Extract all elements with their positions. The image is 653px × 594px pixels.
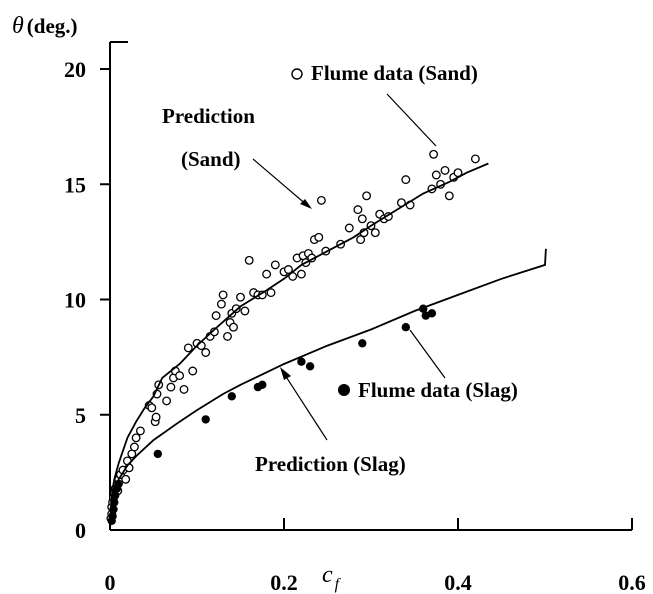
flume-data-sand-point (240, 306, 250, 316)
flume-data-sand-point (344, 223, 354, 233)
x-axis-subscript: f (335, 576, 342, 593)
annotation-prediction-slag-arrow (282, 371, 328, 441)
annotation-prediction-sand-arrow (252, 158, 309, 207)
annotation-prediction-sand-label: Prediction (162, 104, 255, 128)
flume-data-sand-point (188, 366, 198, 376)
flume-data-sand-point (314, 232, 324, 242)
flume-data-sand-point (147, 403, 157, 413)
flume-data-sand-point (175, 371, 185, 381)
flume-data-slag-point (201, 415, 210, 424)
annotation-prediction-slag: Prediction (Slag) (255, 367, 406, 476)
flume-data-sand-point (166, 382, 176, 392)
flume-data-sand-point (162, 396, 172, 406)
flume-data-sand-point (129, 442, 139, 452)
flume-data-slag-point (401, 323, 410, 332)
annotation-flume-slag: Flume data (Slag) (338, 329, 518, 402)
annotation-prediction-slag-arrowhead (280, 367, 291, 380)
flume-data-sand-point (356, 235, 366, 245)
flume-data-sand-point (179, 384, 189, 394)
flume-data-sand-point (283, 265, 293, 274)
flume-data-sand-point (362, 191, 372, 201)
annotation-flume-slag-leader (409, 329, 446, 379)
y-tick-label: 15 (64, 172, 86, 197)
flume-data-sand-point (401, 175, 411, 185)
annotation-flume-sand-leader (386, 93, 437, 147)
flume-data-sand-point (262, 269, 272, 279)
flume-data-sand-point (236, 292, 245, 302)
flume-data-sand-point (229, 322, 238, 332)
flume-data-sand-point (231, 304, 241, 314)
flume-data-sand-point (201, 348, 211, 357)
flume-data-sand-point (429, 149, 439, 159)
y-tick-label: 10 (64, 288, 86, 313)
y-axis-label: θ (deg.) (12, 13, 78, 39)
y-tick-label: 5 (75, 403, 86, 428)
prediction-slag-curve (109, 248, 547, 531)
flume-data-sand-point (131, 433, 141, 443)
flume-data-sand-point (266, 288, 276, 298)
annotation-flume-slag-label: Flume data (Slag) (358, 378, 518, 402)
flume-data-sand-point (216, 299, 226, 309)
flume-data-sand-point (431, 170, 441, 180)
y-ticks: 0 5 10 15 20 (64, 57, 110, 543)
flume-data-slag-point (358, 339, 367, 348)
flume-data-sand-point (444, 191, 454, 201)
annotation-filled-circle-marker (338, 384, 350, 396)
x-tick-label: 0 (105, 570, 116, 594)
flume-data-slag-point (153, 449, 162, 459)
y-axis-unit: (deg.) (27, 14, 78, 38)
annotation-flume-sand: Flume data (Sand) (291, 61, 478, 147)
flume-data-sand-point (183, 343, 193, 353)
flume-data-slag-point (258, 380, 267, 389)
flume-data-sand-point (370, 228, 380, 238)
x-axis-symbol: c (322, 562, 333, 588)
flume-data-sand-point (151, 412, 161, 422)
flume-data-sand-point (470, 154, 480, 164)
flume-data-sand-point (296, 269, 306, 279)
flume-data-sand-point (353, 205, 363, 215)
flume-data-sand-point (218, 290, 228, 300)
flume-data-sand-point (440, 165, 450, 175)
y-tick-label: 20 (64, 57, 86, 82)
annotation-prediction-sand-label-2: (Sand) (181, 147, 241, 171)
flume-data-slag-point (305, 362, 315, 371)
x-tick-label: 0.4 (444, 570, 472, 594)
flume-data-slag-point (297, 357, 306, 366)
flume-data-sand-point (244, 255, 254, 265)
flume-data-sand-point (270, 260, 280, 270)
annotation-open-circle-marker (291, 68, 303, 80)
y-tick-label: 0 (75, 518, 86, 543)
annotation-flume-sand-label: Flume data (Sand) (311, 61, 478, 85)
flume-data-sand-point (223, 331, 232, 341)
prediction-sand-curve (109, 162, 489, 531)
flume-data-slag-point (427, 309, 437, 318)
x-ticks: 0 0.2 0.4 0.6 (105, 518, 646, 594)
flume-data-sand-point (121, 474, 131, 484)
x-tick-label: 0.2 (270, 570, 298, 594)
x-tick-label: 0.6 (618, 570, 646, 594)
annotation-prediction-sand: Prediction (Sand) (162, 104, 312, 209)
annotation-prediction-sand-arrowhead (300, 199, 312, 209)
flume-data-sand-point (135, 426, 145, 436)
flume-data-sand-point (357, 214, 367, 224)
flume-data-slag-point (227, 392, 236, 401)
flume-data-sand-point (316, 195, 326, 205)
y-axis-symbol: θ (12, 13, 24, 39)
series-layer (106, 149, 547, 531)
axes (109, 41, 632, 531)
flume-data-sand-point (211, 311, 221, 321)
annotation-prediction-slag-label: Prediction (Slag) (255, 452, 406, 476)
